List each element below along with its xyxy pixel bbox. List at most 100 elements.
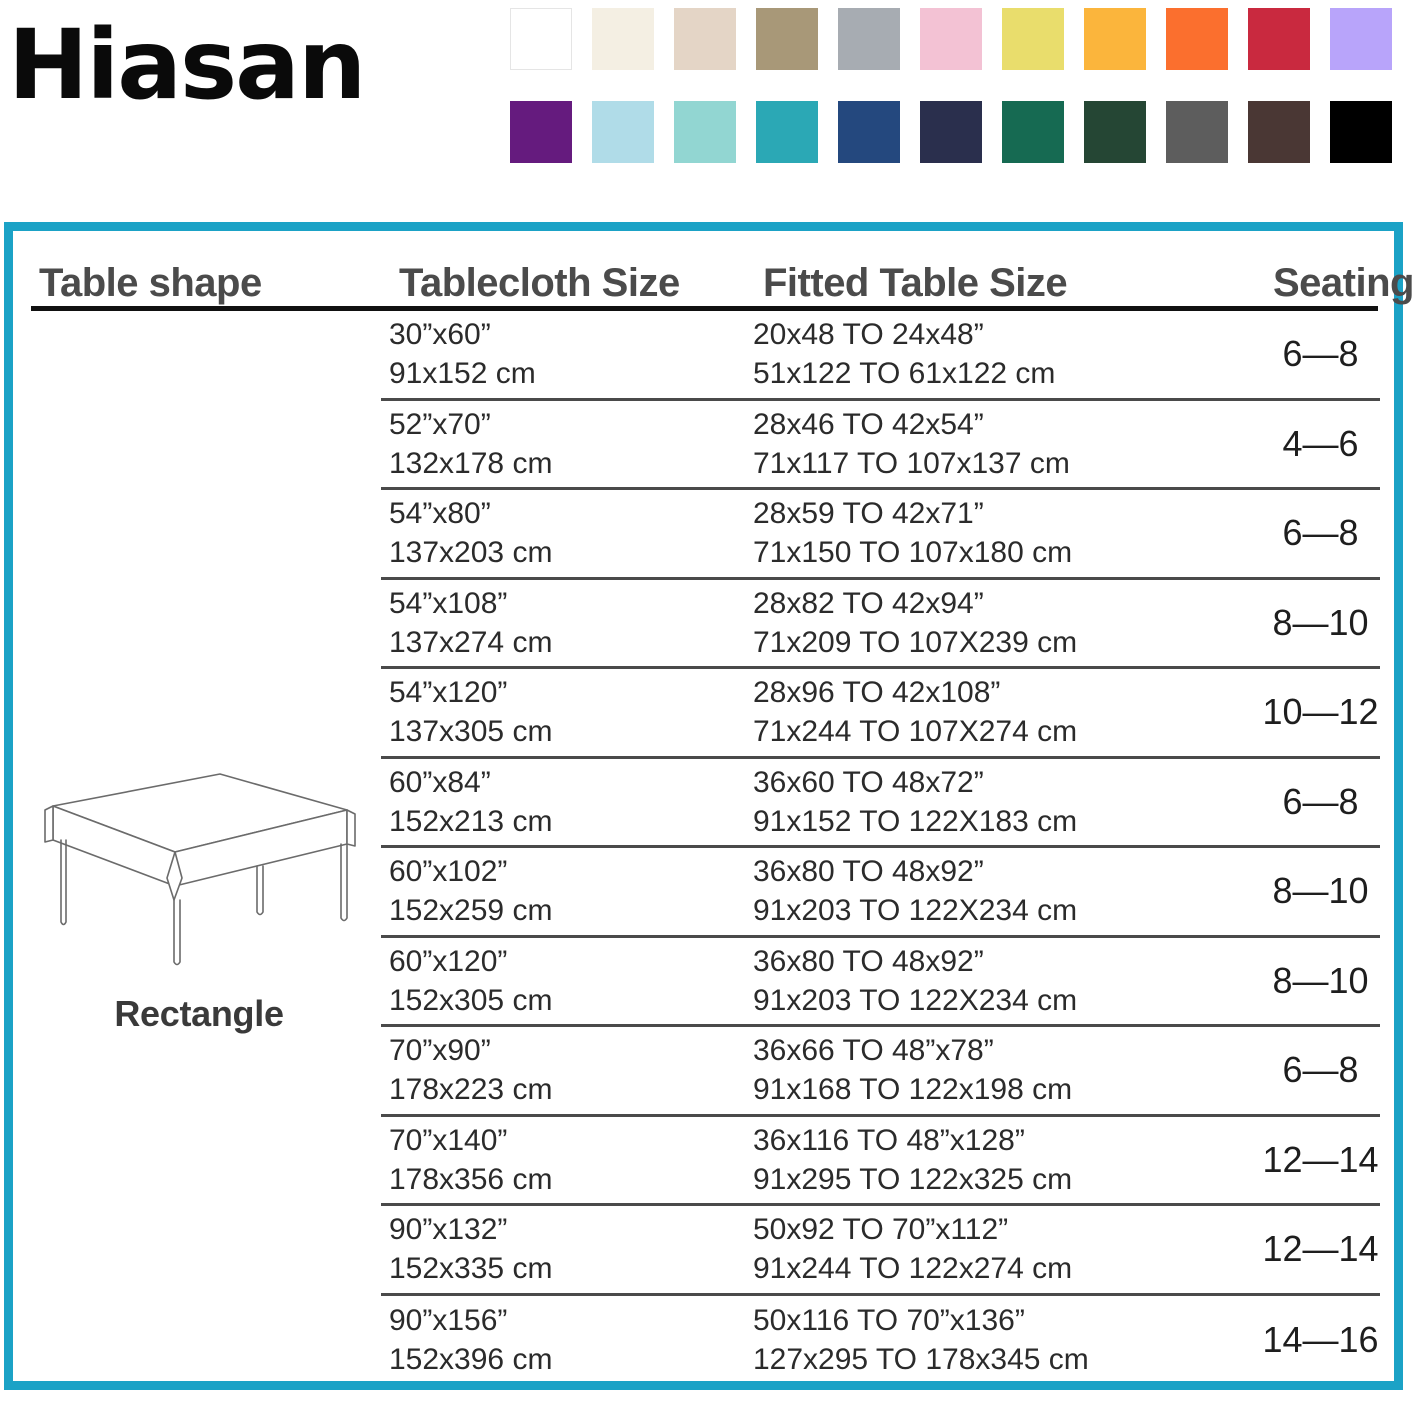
swatch-ivory[interactable] xyxy=(592,8,654,70)
swatch-gray[interactable] xyxy=(838,8,900,70)
fitted-size-inches: 28x82 TO 42x94” xyxy=(753,586,984,620)
cell-fitted-table-size: 50x92 TO 70”x112” 91x244 TO 122x274 cm xyxy=(745,1210,1245,1288)
cloth-size-inches: 60”x102” xyxy=(389,855,508,889)
cloth-size-cm: 178x356 cm xyxy=(389,1162,553,1196)
fitted-size-cm: 127x295 TO 178x345 cm xyxy=(753,1343,1089,1377)
fitted-size-cm: 91x203 TO 122X234 cm xyxy=(753,983,1078,1017)
table-header-row: Table shape Tablecloth Size Fitted Table… xyxy=(29,231,1414,306)
cell-tablecloth-size: 60”x102” 152x259 cm xyxy=(381,852,745,930)
table-row: 70”x90” 178x223 cm 36x66 TO 48”x78” 91x1… xyxy=(381,1027,1380,1117)
fitted-size-cm: 91x168 TO 122x198 cm xyxy=(753,1073,1073,1107)
color-swatch-panel xyxy=(510,8,1410,194)
cell-tablecloth-size: 70”x90” 178x223 cm xyxy=(381,1031,745,1109)
table-row: 54”x120” 137x305 cm 28x96 TO 42x108” 71x… xyxy=(381,669,1380,759)
swatch-row-1 xyxy=(510,8,1410,70)
swatch-light-blue[interactable] xyxy=(592,101,654,163)
cell-tablecloth-size: 54”x80” 137x203 cm xyxy=(381,494,745,572)
swatch-amber[interactable] xyxy=(1084,8,1146,70)
swatch-dark-gray[interactable] xyxy=(1166,101,1228,163)
cell-fitted-table-size: 36x80 TO 48x92” 91x203 TO 122X234 cm xyxy=(745,852,1245,930)
fitted-size-inches: 28x96 TO 42x108” xyxy=(753,676,1001,710)
swatch-aqua[interactable] xyxy=(674,101,736,163)
swatch-row-2 xyxy=(510,101,1410,163)
shape-cell: Rectangle xyxy=(29,311,381,1385)
cloth-size-cm: 178x223 cm xyxy=(389,1073,553,1107)
swatch-white[interactable] xyxy=(510,8,572,70)
header-fitted-table-size: Fitted Table Size xyxy=(763,261,1068,305)
fitted-size-cm: 91x152 TO 122X183 cm xyxy=(753,804,1078,838)
swatch-teal[interactable] xyxy=(756,101,818,163)
cloth-size-inches: 60”x120” xyxy=(389,944,508,978)
fitted-size-cm: 91x295 TO 122x325 cm xyxy=(753,1162,1073,1196)
fitted-size-inches: 50x116 TO 70”x136” xyxy=(753,1304,1025,1338)
cell-tablecloth-size: 70”x140” 178x356 cm xyxy=(381,1121,745,1199)
cloth-size-cm: 91x152 cm xyxy=(389,357,536,391)
cell-seating: 6—8 xyxy=(1282,512,1359,554)
cloth-size-cm: 152x335 cm xyxy=(389,1252,553,1286)
swatch-taupe[interactable] xyxy=(756,8,818,70)
cell-fitted-table-size: 36x116 TO 48”x128” 91x295 TO 122x325 cm xyxy=(745,1121,1245,1199)
swatch-yellow[interactable] xyxy=(1002,8,1064,70)
cell-fitted-table-size: 50x116 TO 70”x136” 127x295 TO 178x345 cm xyxy=(745,1301,1245,1379)
table-row: 90”x156” 152x396 cm 50x116 TO 70”x136” 1… xyxy=(381,1296,1380,1386)
cell-seating: 10—12 xyxy=(1262,691,1379,733)
cell-fitted-table-size: 20x48 TO 24x48” 51x122 TO 61x122 cm xyxy=(745,315,1245,393)
rectangle-table-icon xyxy=(35,766,365,966)
swatch-navy[interactable] xyxy=(920,101,982,163)
swatch-dark-green[interactable] xyxy=(1084,101,1146,163)
cloth-size-inches: 54”x108” xyxy=(389,586,508,620)
swatch-emerald[interactable] xyxy=(1002,101,1064,163)
cell-tablecloth-size: 90”x156” 152x396 cm xyxy=(381,1301,745,1379)
cloth-size-inches: 52”x70” xyxy=(389,407,491,441)
cell-seating: 6—8 xyxy=(1282,780,1359,822)
swatch-black[interactable] xyxy=(1330,101,1392,163)
table-row: 54”x80” 137x203 cm 28x59 TO 42x71” 71x15… xyxy=(381,490,1380,580)
cloth-size-inches: 54”x120” xyxy=(389,676,508,710)
swatch-purple[interactable] xyxy=(510,101,572,163)
cell-tablecloth-size: 90”x132” 152x335 cm xyxy=(381,1210,745,1288)
cloth-size-inches: 90”x156” xyxy=(389,1304,508,1338)
cell-tablecloth-size: 54”x108” 137x274 cm xyxy=(381,584,745,662)
cloth-size-inches: 54”x80” xyxy=(389,497,491,531)
cell-seating: 6—8 xyxy=(1282,1049,1359,1091)
cloth-size-inches: 90”x132” xyxy=(389,1213,508,1247)
cell-tablecloth-size: 54”x120” 137x305 cm xyxy=(381,673,745,751)
shape-label: Rectangle xyxy=(114,993,284,1034)
cell-fitted-table-size: 36x80 TO 48x92” 91x203 TO 122X234 cm xyxy=(745,942,1245,1020)
cell-seating: 8—10 xyxy=(1272,870,1369,912)
cell-tablecloth-size: 60”x84” 152x213 cm xyxy=(381,763,745,841)
cloth-size-cm: 152x396 cm xyxy=(389,1343,553,1377)
cloth-size-cm: 137x203 cm xyxy=(389,536,553,570)
fitted-size-inches: 36x80 TO 48x92” xyxy=(753,944,984,978)
swatch-beige[interactable] xyxy=(674,8,736,70)
header-seating: Seating xyxy=(1273,261,1414,305)
fitted-size-inches: 50x92 TO 70”x112” xyxy=(753,1213,1009,1247)
cloth-size-inches: 60”x84” xyxy=(389,765,491,799)
cloth-size-cm: 152x259 cm xyxy=(389,894,553,928)
data-rows: 30”x60” 91x152 cm 20x48 TO 24x48” 51x122… xyxy=(381,311,1380,1385)
swatch-lavender[interactable] xyxy=(1330,8,1392,70)
cell-fitted-table-size: 28x82 TO 42x94” 71x209 TO 107X239 cm xyxy=(745,584,1245,662)
cloth-size-cm: 137x305 cm xyxy=(389,715,553,749)
header-table-shape: Table shape xyxy=(39,261,262,305)
cell-fitted-table-size: 36x66 TO 48”x78” 91x168 TO 122x198 cm xyxy=(745,1031,1245,1109)
fitted-size-cm: 71x150 TO 107x180 cm xyxy=(753,536,1073,570)
cloth-size-cm: 137x274 cm xyxy=(389,625,553,659)
header-band: Hiasan xyxy=(0,0,1417,210)
cell-seating: 6—8 xyxy=(1282,333,1359,375)
swatch-brown[interactable] xyxy=(1248,101,1310,163)
swatch-red[interactable] xyxy=(1248,8,1310,70)
table-body: Rectangle 30”x60” 91x152 cm 20x48 TO 24x… xyxy=(29,311,1380,1385)
cell-seating: 8—10 xyxy=(1272,959,1369,1001)
header-divider xyxy=(31,306,1378,311)
cell-fitted-table-size: 36x60 TO 48x72” 91x152 TO 122X183 cm xyxy=(745,763,1245,841)
table-row: 90”x132” 152x335 cm 50x92 TO 70”x112” 91… xyxy=(381,1206,1380,1296)
cell-tablecloth-size: 60”x120” 152x305 cm xyxy=(381,942,745,1020)
fitted-size-cm: 91x203 TO 122X234 cm xyxy=(753,894,1078,928)
swatch-blue[interactable] xyxy=(838,101,900,163)
swatch-pink[interactable] xyxy=(920,8,982,70)
swatch-orange[interactable] xyxy=(1166,8,1228,70)
cell-fitted-table-size: 28x46 TO 42x54” 71x117 TO 107x137 cm xyxy=(745,405,1245,483)
fitted-size-inches: 28x46 TO 42x54” xyxy=(753,407,984,441)
table-row: 60”x120” 152x305 cm 36x80 TO 48x92” 91x2… xyxy=(381,938,1380,1027)
